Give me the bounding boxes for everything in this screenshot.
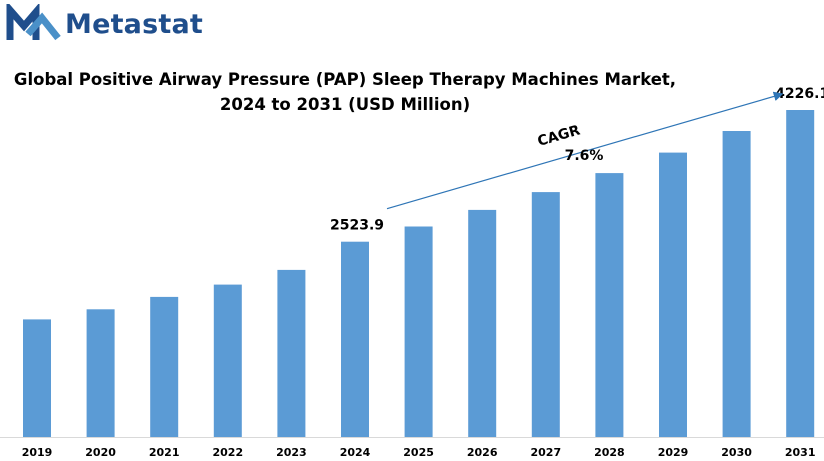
bar-2020 — [86, 309, 115, 437]
data-label-2031: 4226.1 — [775, 86, 824, 102]
cagr-label: CAGR — [536, 122, 582, 150]
bar-2022 — [213, 284, 242, 437]
x-tick-label-2031: 2031 — [785, 446, 816, 459]
x-tick-label-2019: 2019 — [22, 446, 53, 459]
bar-2023 — [277, 269, 306, 437]
x-tick-label-2022: 2022 — [212, 446, 243, 459]
bar-2030 — [722, 131, 751, 437]
x-tick-label-2025: 2025 — [403, 446, 434, 459]
bars-group — [23, 110, 815, 437]
bar-2026 — [468, 209, 497, 437]
x-tick-label-2030: 2030 — [721, 446, 752, 459]
x-tick-label-2020: 2020 — [85, 446, 116, 459]
x-tick-label-2021: 2021 — [149, 446, 180, 459]
chart-title: Global Positive Airway Pressure (PAP) Sl… — [0, 67, 690, 117]
cagr-value: 7.6% — [565, 148, 604, 164]
bar-2031 — [786, 110, 815, 437]
cagr-arrow — [386, 91, 784, 210]
bar-2029 — [659, 152, 687, 437]
bar-2019 — [23, 319, 51, 437]
x-tick-label-2028: 2028 — [594, 446, 625, 459]
bar-2024 — [341, 241, 369, 437]
x-tick-label-2027: 2027 — [530, 446, 561, 459]
x-tick-label-2023: 2023 — [276, 446, 307, 459]
x-tick-label-2029: 2029 — [658, 446, 689, 459]
bar-2028 — [595, 173, 624, 437]
brand-name: Metastat — [65, 8, 204, 40]
brand-logo: Metastat — [6, 4, 203, 44]
chart-title-line-2: 2024 to 2031 (USD Million) — [219, 95, 471, 114]
labels-group: 2019 2020 2021 2022 2023 2024 2025 2026 2027 2028… — [22, 86, 824, 459]
metastat-m-logo-icon — [6, 4, 61, 41]
x-tick-label-2026: 2026 — [467, 446, 498, 459]
data-label-2024: 2523.9 — [330, 218, 384, 234]
bar-2021 — [150, 296, 179, 437]
chart-title-line-1: Global Positive Airway Pressure (PAP) Sl… — [13, 70, 677, 89]
bar-2027 — [531, 192, 560, 437]
x-tick-label-2024: 2024 — [340, 446, 371, 459]
bar-2025 — [404, 226, 433, 437]
